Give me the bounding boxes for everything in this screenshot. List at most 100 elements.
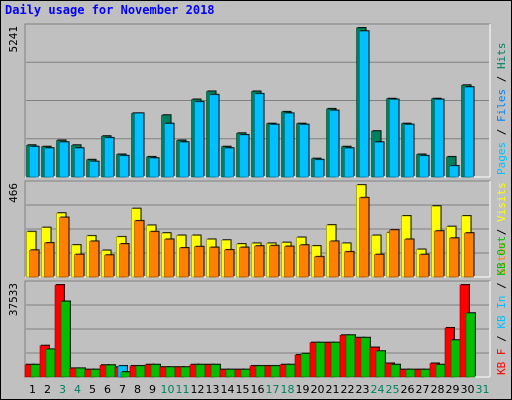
bar-files-day-8 [134,112,145,178]
x-tick-label: 22 [341,383,355,396]
bar-files-day-7 [119,154,130,178]
bar-face [284,246,294,278]
bar-sites-day-21 [329,240,340,278]
bar-face [75,368,86,378]
bar-sites-day-1 [29,249,40,278]
bar-face [269,124,279,178]
bar-face [240,369,251,378]
bar-sites-day-27 [419,253,430,278]
bar-face [330,342,341,378]
bar-kb_out-day-7 [120,371,131,378]
bar-face [135,365,146,378]
bar-kb_out-day-30 [465,312,476,378]
bar-face [449,238,459,278]
x-tick-label: 10 [161,383,175,396]
x-tick-label: 23 [356,383,370,396]
bar-face [134,113,144,178]
bar-files-day-22 [344,147,355,178]
legend-part: KB F [495,349,508,376]
bar-face [420,369,431,378]
bar-sites-day-17 [269,244,280,278]
x-tick-label: 2 [44,383,51,396]
bar-kb_out-day-15 [240,368,251,378]
bar-files-day-20 [314,158,325,178]
bar-face [149,157,159,178]
bar-face [120,371,131,378]
legend-part: / [495,329,508,349]
bar-face [194,246,204,278]
x-tick-label: 4 [74,383,81,396]
bar-face [389,229,399,278]
bar-face [29,250,39,278]
bar-sites-day-4 [74,253,85,278]
bar-face [149,231,159,278]
bar-files-day-5 [89,160,100,178]
legend-part: Pages [495,142,508,175]
bar-face [389,99,399,178]
bar-face [299,124,309,178]
legend-part: / [495,122,508,142]
bar-face [405,369,416,378]
bar-face [285,364,296,378]
bar-face [449,165,459,178]
bar-kb_out-day-19 [300,352,311,378]
bar-face [419,155,429,178]
bar-face [464,232,474,278]
bar-face [269,245,279,278]
bar-files-day-9 [149,157,160,178]
bar-face [390,364,401,378]
bar-face [270,365,281,378]
bar-kb_out-day-3 [60,300,71,378]
bar-kb_out-day-23 [360,336,371,378]
x-tick-label: 27 [416,383,430,396]
bar-files-day-26 [404,123,415,178]
panel-visits-sites: 466 Sites / Visits [7,180,508,278]
bar-face [450,339,461,378]
x-tick-label: 12 [191,383,205,396]
bar-face [225,369,236,378]
x-tick-label: 17 [266,383,280,396]
bar-sites-day-2 [44,242,55,278]
bar-face [359,31,369,178]
bar-kb_out-day-18 [285,363,296,378]
bar-sites-day-26 [404,238,415,278]
bar-files-day-25 [389,98,400,178]
bar-files-day-28 [434,98,445,178]
x-tick-label: 15 [236,383,250,396]
bar-kb_out-day-4 [75,367,86,378]
bar-files-day-15 [239,133,250,178]
bar-kb_out-day-29 [450,339,461,378]
bar-face [254,93,264,178]
bar-files-day-19 [299,123,310,178]
bar-face [254,245,264,278]
legend-part: KB In [495,296,508,329]
bar-face [374,254,384,278]
x-tick-label: 7 [119,383,126,396]
bar-files-day-18 [284,112,295,178]
bar-sites-day-20 [314,255,325,278]
bar-sites-day-6 [104,254,115,278]
bar-kb_out-day-9 [150,363,161,378]
bar-face [465,312,476,378]
bar-face [435,364,446,378]
bar-files-day-16 [254,92,265,178]
bar-files-day-6 [104,136,115,178]
bar-kb_out-day-16 [255,364,266,378]
bar-sites-day-29 [449,237,460,278]
bar-face [60,301,71,378]
series-legend: KB F / KB In / KB Out [495,236,508,375]
bar-face [90,369,101,378]
bar-kb_out-day-20 [315,341,326,378]
bar-files-day-23 [359,30,370,178]
bar-files-day-21 [329,109,340,178]
bar-face [404,124,414,178]
bar-face [59,217,69,278]
bar-sites-day-18 [284,245,295,278]
bar-kb_out-day-1 [30,363,41,378]
bar-face [344,251,354,278]
bar-face [119,155,129,178]
x-tick-label: 30 [461,383,475,396]
x-tick-label: 13 [206,383,220,396]
bar-sites-day-9 [149,230,160,278]
